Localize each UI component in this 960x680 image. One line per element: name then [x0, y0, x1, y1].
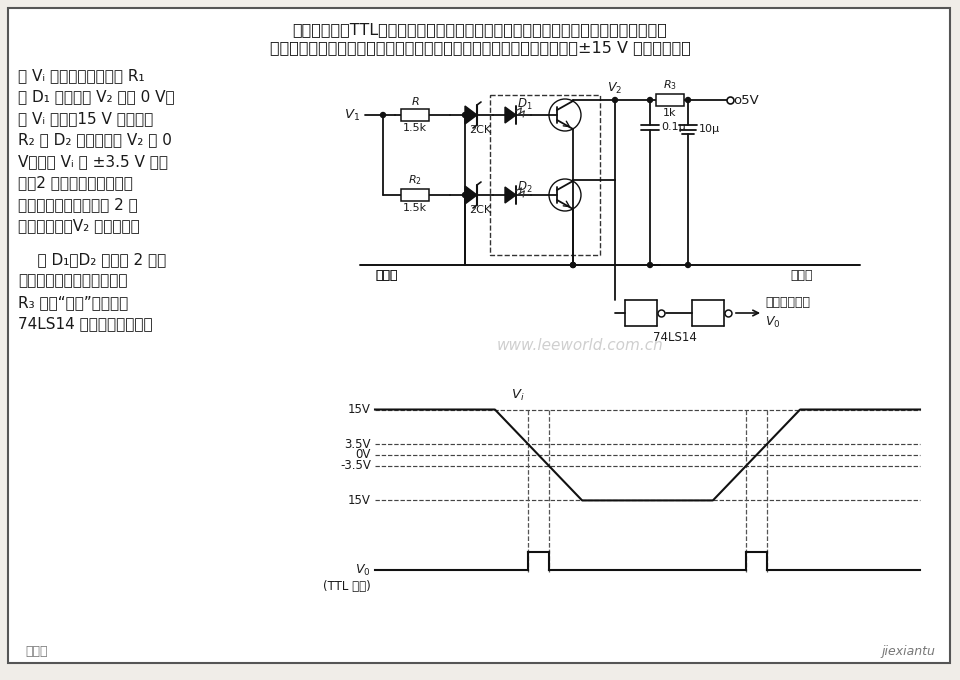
- Text: 3.5V: 3.5V: [345, 438, 371, 451]
- Text: $V_i$: $V_i$: [512, 388, 525, 403]
- Text: 当 Vᵢ 处最大値时，流经 R₁: 当 Vᵢ 处最大値时，流经 R₁: [18, 68, 145, 83]
- Bar: [656, 94, 684, 106]
- Text: 74LS14 对信号进行整形。: 74LS14 对信号进行整形。: [18, 316, 153, 332]
- Text: (TTL 电平): (TTL 电平): [324, 580, 371, 593]
- Text: jiexiantu: jiexiantu: [881, 645, 935, 658]
- Circle shape: [570, 262, 575, 267]
- Text: 0V: 0V: [355, 449, 371, 462]
- Text: $D_1$: $D_1$: [517, 97, 533, 112]
- Text: $D_2$: $D_2$: [517, 180, 533, 195]
- Text: 1.5k: 1.5k: [403, 203, 427, 213]
- Polygon shape: [505, 187, 516, 203]
- Text: 数字地: 数字地: [790, 269, 812, 282]
- Text: 林孤园: 林孤园: [25, 645, 47, 658]
- Circle shape: [463, 192, 468, 197]
- Text: 极管起反相保护作用，电阵: 极管起反相保护作用，电阵: [18, 273, 128, 288]
- Text: 15V: 15V: [348, 494, 371, 507]
- Text: 15V: 15V: [348, 403, 371, 416]
- Text: $R_3$: $R_3$: [663, 78, 677, 92]
- Text: 模拟地: 模拟地: [375, 269, 397, 282]
- Circle shape: [685, 262, 690, 267]
- Text: $V_2$: $V_2$: [608, 81, 623, 96]
- Text: 2CK: 2CK: [469, 125, 492, 135]
- Text: R₂ 和 D₂ 的电流也使 V₂ 为 0: R₂ 和 D₂ 的电流也使 V₂ 为 0: [18, 133, 172, 148]
- Bar: [401, 109, 429, 121]
- Text: 本电路能提供TTL电平输出的过零检测。输出脉冲用来驱动计数器，或作为一个控制系: 本电路能提供TTL电平输出的过零检测。输出脉冲用来驱动计数器，或作为一个控制系: [293, 22, 667, 37]
- Text: $V_0$: $V_0$: [355, 562, 371, 577]
- Text: 2CK: 2CK: [469, 205, 492, 215]
- Text: 统的输入。波形图给出了输入模拟电压与输出脉冲的关系。本电路能接受±15 V 的扫描信号。: 统的输入。波形图给出了输入模拟电压与输出脉冲的关系。本电路能接受±15 V 的扫…: [270, 40, 690, 55]
- Polygon shape: [505, 107, 516, 123]
- Polygon shape: [465, 186, 477, 204]
- Circle shape: [685, 97, 690, 103]
- Text: 与 D₁，D₂ 并联的 2 只二: 与 D₁，D₂ 并联的 2 只二: [18, 252, 166, 267]
- Text: www.leeworld.com.cn: www.leeworld.com.cn: [496, 337, 663, 352]
- Text: -3.5V: -3.5V: [340, 459, 371, 472]
- Circle shape: [570, 262, 575, 267]
- Bar: [490, 95, 600, 255]
- Text: $R$: $R$: [411, 95, 420, 107]
- Bar: [401, 189, 429, 201]
- Text: $V_0$: $V_0$: [765, 315, 780, 330]
- Text: 10µ: 10µ: [699, 124, 720, 134]
- Text: 晶体管截止，V₂ 变高电平。: 晶体管截止，V₂ 变高电平。: [18, 218, 140, 233]
- Text: 而 Vᵢ 到达－15 V 时，流经: 而 Vᵢ 到达－15 V 时，流经: [18, 111, 154, 126]
- Circle shape: [463, 112, 468, 118]
- Text: $V_1$: $V_1$: [344, 107, 360, 122]
- Text: 过零脉冲输出: 过零脉冲输出: [765, 296, 810, 309]
- Text: 0.1µ: 0.1µ: [661, 122, 685, 132]
- Text: R₃ 实现“线或”，门电路: R₃ 实现“线或”，门电路: [18, 295, 129, 310]
- Circle shape: [612, 97, 617, 103]
- Text: 1k: 1k: [663, 108, 677, 118]
- Circle shape: [647, 97, 653, 103]
- Text: 和 D₁ 的电流使 V₂ 接近 0 V。: 和 D₁ 的电流使 V₂ 接近 0 V。: [18, 90, 175, 105]
- Text: o5V: o5V: [733, 94, 758, 107]
- Circle shape: [647, 262, 653, 267]
- Text: 1.5k: 1.5k: [403, 123, 427, 133]
- Text: 74LS14: 74LS14: [653, 331, 697, 344]
- Text: 模拟地: 模拟地: [375, 269, 397, 282]
- Text: V。只有 Vᵢ 在 ±3.5 V 范围: V。只有 Vᵢ 在 ±3.5 V 范围: [18, 154, 168, 169]
- Text: 内，2 只发光二极管得不到: 内，2 只发光二极管得不到: [18, 175, 132, 190]
- Polygon shape: [465, 106, 477, 124]
- Circle shape: [380, 112, 386, 118]
- Text: $R_2$: $R_2$: [408, 173, 422, 187]
- Text: 足够大的驱动电流，使 2 只: 足够大的驱动电流，使 2 只: [18, 197, 137, 212]
